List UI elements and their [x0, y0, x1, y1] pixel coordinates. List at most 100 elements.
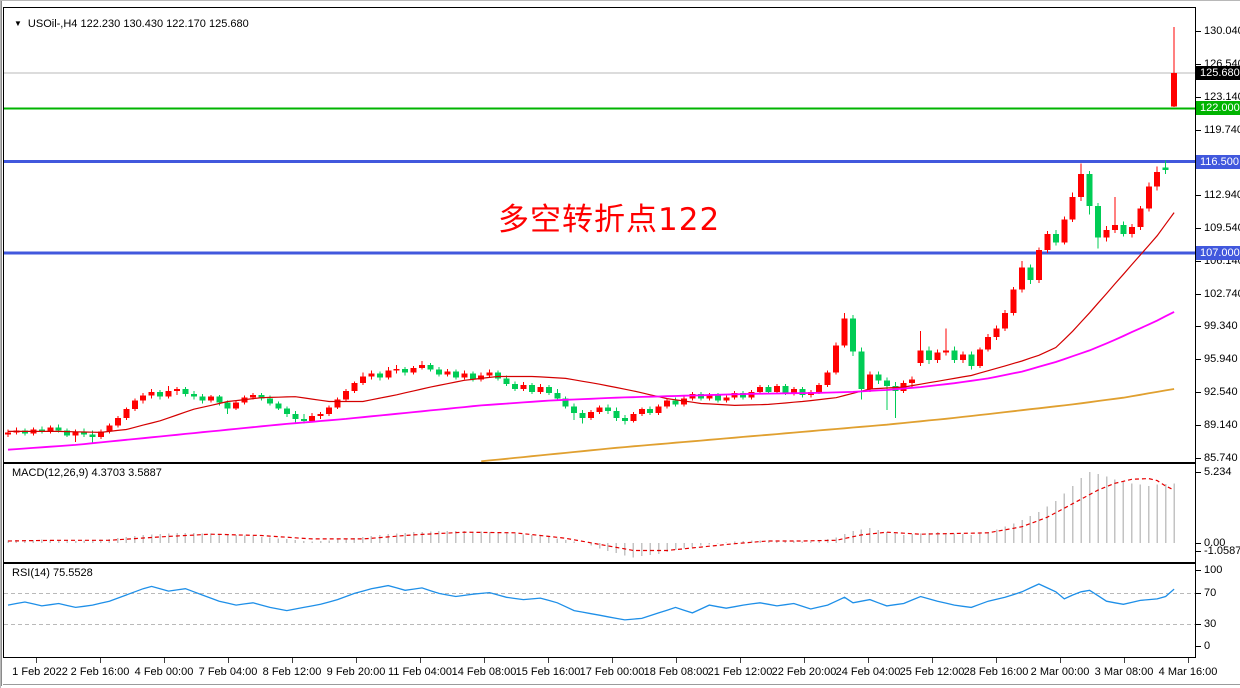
candle-body [740, 392, 747, 398]
candle-body [1162, 167, 1169, 171]
time-axis-label: 2 Mar 00:00 [1030, 666, 1090, 678]
time-axis-tick [868, 658, 869, 663]
price-axis-tick [1196, 293, 1201, 295]
time-axis-tick [1188, 658, 1189, 663]
candle-body [1027, 267, 1034, 281]
candle-body [850, 318, 856, 352]
time-axis-label: 18 Feb 08:00 [643, 666, 709, 678]
ohlc-open-value: 122.230 [80, 18, 121, 30]
candle-body [148, 391, 155, 396]
time-axis-label: 28 Feb 16:00 [963, 666, 1029, 678]
candle-body [157, 391, 164, 397]
candle-body [1086, 174, 1093, 206]
candle-body [182, 388, 189, 394]
candle-body [613, 411, 620, 418]
candlestick-chart[interactable] [4, 8, 1195, 462]
time-axis-tick [164, 658, 165, 663]
candle-body [799, 388, 806, 395]
candle-body [604, 407, 611, 412]
candle-body [233, 402, 240, 409]
price-axis-label: 92.540 [1204, 385, 1238, 398]
rsi-indicator-panel: RSI(14) 75.5528 [3, 563, 1196, 658]
price-axis-tick [1196, 359, 1201, 361]
candle-body [875, 374, 882, 381]
candle-body [782, 386, 789, 393]
candle-body [199, 396, 206, 401]
candle-body [638, 409, 645, 415]
candle-body [672, 400, 679, 405]
candle-body [1078, 174, 1085, 198]
candle-body [81, 431, 88, 435]
candle-body [951, 350, 958, 361]
candle-body [545, 387, 552, 393]
price-axis-tick [1196, 129, 1201, 131]
rsi-axis-label: 70 [1204, 586, 1217, 599]
candle-body [909, 379, 916, 384]
candle-body [706, 394, 713, 399]
time-axis-tick [36, 658, 37, 663]
candle-body [697, 393, 704, 399]
rsi-axis-label: 0 [1204, 639, 1211, 652]
candle-body [621, 417, 628, 421]
candle-body [343, 390, 349, 400]
time-axis-tick [1124, 658, 1125, 663]
candle-body [385, 370, 392, 378]
candle-body [207, 396, 214, 401]
candle-body [419, 364, 426, 368]
candle-body [883, 380, 890, 387]
window-frame-inner [1, 1, 2, 686]
candle-body [1061, 219, 1068, 243]
candle-body [486, 372, 493, 376]
candle-body [1035, 250, 1042, 281]
symbol-timeframe-label: USOil-,H4 [27, 18, 78, 30]
candle-body [55, 427, 62, 431]
macd-signal-line [7, 477, 1175, 552]
text-annotation-turning-point[interactable]: 多空转折点122 [498, 202, 721, 238]
candle-body [1002, 312, 1009, 329]
candle-body [334, 399, 341, 408]
candle-body [266, 398, 273, 404]
rsi-chart[interactable] [4, 564, 1195, 657]
candle-body [174, 388, 180, 391]
symbol-dropdown-icon[interactable]: ▼ [14, 19, 22, 28]
time-axis-label: 24 Feb 04:00 [835, 666, 901, 678]
time-axis-tick [484, 658, 485, 663]
price-axis-label: 130.040 [1204, 24, 1240, 37]
price-axis-tick [1196, 424, 1201, 426]
candle-body [351, 383, 358, 391]
time-axis-tick [932, 658, 933, 663]
candle-body [985, 336, 992, 350]
price-axis-label: 95.940 [1204, 353, 1238, 366]
macd-chart[interactable] [4, 464, 1195, 562]
candle-body [731, 392, 738, 398]
candle-body [942, 350, 949, 353]
time-axis-label: 2 Feb 16:00 [70, 666, 130, 678]
candle-body [410, 367, 417, 373]
candle-body [1128, 227, 1135, 234]
price-axis-tick [1196, 64, 1201, 66]
candle-body [655, 406, 662, 414]
candle-body [714, 394, 721, 401]
candle-body [976, 349, 983, 366]
price-axis-tick [1196, 30, 1201, 32]
candle-body [959, 354, 966, 361]
rsi-axis-label: 30 [1204, 618, 1217, 631]
blue-line-price-badge-107000: 107.000 [1196, 246, 1240, 261]
ohlc-low-value: 122.170 [166, 18, 206, 30]
candle-body [1010, 289, 1017, 313]
rsi-axis-tick [1196, 645, 1201, 647]
chart-header: ▼ USOil-,H4 122.230 130.430 122.170 125.6… [14, 18, 249, 30]
candle-body [765, 387, 772, 392]
time-axis-label: 22 Feb 20:00 [771, 666, 837, 678]
macd-indicator-panel: MACD(12,26,9) 4.3703 3.5887 [3, 463, 1196, 563]
macd-axis-label: 5.234 [1204, 465, 1232, 478]
candle-body [469, 373, 476, 380]
price-axis-tick [1196, 228, 1201, 230]
candle-body [368, 373, 375, 377]
price-axis-tick [1196, 97, 1201, 98]
candle-body [1171, 73, 1178, 107]
ohlc-high-value: 130.430 [123, 18, 164, 30]
candle-body [292, 414, 299, 419]
candle-body [97, 431, 104, 438]
candle-body [452, 371, 459, 378]
